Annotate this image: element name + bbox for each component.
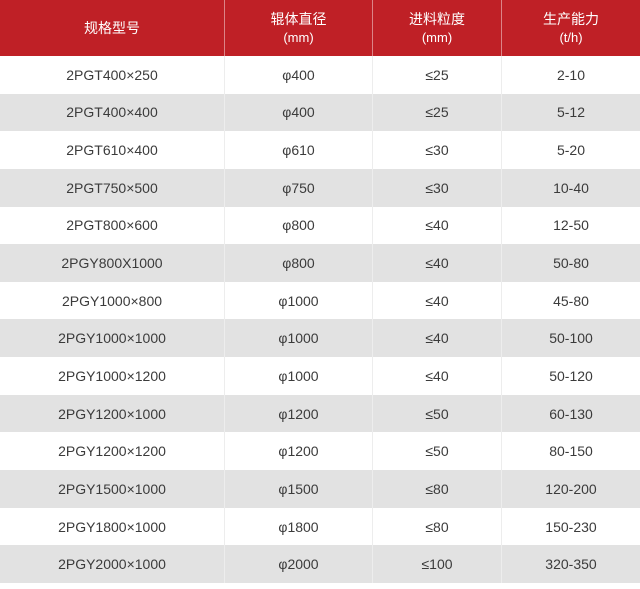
cell-roller-diameter: φ1200: [225, 432, 373, 471]
cell-capacity: 150-230: [545, 518, 597, 535]
cell-model: 2PGY1000×1000: [0, 319, 225, 358]
column-header-label: 生产能力: [543, 11, 599, 27]
cell-feed-size: ≤30: [373, 131, 502, 169]
table-row: 2PGY800X1000 φ800 ≤40 50-80: [0, 244, 640, 282]
cell-model: 2PGY1200×1200: [0, 432, 225, 471]
table-row: 2PGT400×250 φ400 ≤25 2-10: [0, 56, 640, 94]
cell-model: 2PGT800×600: [0, 206, 225, 245]
cell-feed-size: ≤100: [373, 545, 502, 583]
cell-capacity: 320-350: [545, 556, 597, 573]
cell-capacity: 50-80: [553, 255, 589, 272]
table-body: 2PGT400×250 φ400 ≤25 2-10 2PGT400×400 φ4…: [0, 56, 640, 583]
table-row: 2PGY1000×1000 φ1000 ≤40 50-100: [0, 319, 640, 358]
cell-capacity: 12-50: [553, 217, 589, 234]
cell-model: 2PGT750×500: [0, 168, 225, 207]
cell-model: 2PGY1500×1000: [0, 470, 225, 508]
cell-feed-size: ≤40: [373, 357, 502, 395]
table-row: 2PGY1000×1200 φ1000 ≤40 50-120: [0, 357, 640, 395]
cell-roller-diameter: φ610: [225, 131, 373, 169]
cell-roller-diameter: φ1800: [225, 507, 373, 546]
cell-model: 2PGY1200×1000: [0, 394, 225, 433]
cell-model: 2PGT400×250: [0, 56, 225, 94]
cell-model: 2PGT610×400: [0, 131, 225, 169]
cell-roller-diameter: φ1000: [225, 319, 373, 358]
cell-capacity: 45-80: [553, 292, 589, 309]
cell-capacity: 50-120: [549, 367, 593, 384]
cell-model: 2PGY1000×800: [0, 281, 225, 320]
cell-model: 2PGY1800×1000: [0, 507, 225, 546]
cell-capacity: 5-12: [556, 104, 586, 121]
table-row: 2PGT750×500 φ750 ≤30 10-40: [0, 168, 640, 207]
column-header-roller-diameter: 辊体直径 (mm): [225, 0, 373, 56]
cell-roller-diameter: φ2000: [225, 545, 373, 583]
cell-roller-diameter: φ1500: [225, 470, 373, 508]
column-header-feed-size: 进料粒度 (mm): [373, 0, 502, 56]
cell-capacity: 80-150: [549, 443, 593, 460]
table-row: 2PGY1800×1000 φ1800 ≤80 150-230: [0, 507, 640, 546]
table-row: 2PGY1200×1000 φ1200 ≤50 60-130: [0, 394, 640, 433]
cell-model: 2PGT400×400: [0, 93, 225, 132]
cell-capacity: 2-10: [556, 66, 586, 83]
table-row: 2PGT610×400 φ610 ≤30 5-20: [0, 131, 640, 169]
column-header-unit: (t/h): [559, 30, 583, 45]
cell-feed-size: ≤80: [373, 470, 502, 508]
column-header-capacity: 生产能力 (t/h): [502, 0, 640, 56]
column-header-model: 规格型号: [0, 0, 225, 56]
cell-roller-diameter: φ800: [225, 206, 373, 245]
cell-roller-diameter: φ1000: [225, 281, 373, 320]
cell-feed-size: ≤25: [373, 93, 502, 132]
cell-roller-diameter: φ750: [225, 168, 373, 207]
table-row: 2PGT800×600 φ800 ≤40 12-50: [0, 206, 640, 245]
table-row: 2PGY1200×1200 φ1200 ≤50 80-150: [0, 432, 640, 471]
cell-roller-diameter: φ400: [225, 93, 373, 132]
cell-capacity: 120-200: [545, 480, 597, 497]
cell-model: 2PGY800X1000: [0, 244, 225, 282]
cell-roller-diameter: φ400: [225, 56, 373, 94]
table-row: 2PGY1000×800 φ1000 ≤40 45-80: [0, 281, 640, 320]
cell-model: 2PGY1000×1200: [0, 357, 225, 395]
cell-feed-size: ≤40: [373, 206, 502, 245]
table-header-row: 规格型号 辊体直径 (mm) 进料粒度 (mm) 生产能力 (t/h): [0, 0, 640, 56]
cell-roller-diameter: φ800: [225, 244, 373, 282]
table-row: 2PGY1500×1000 φ1500 ≤80 120-200: [0, 470, 640, 508]
table-row: 2PGY2000×1000 φ2000 ≤100 320-350: [0, 545, 640, 583]
cell-capacity: 10-40: [553, 179, 589, 196]
cell-feed-size: ≤50: [373, 394, 502, 433]
cell-capacity: 50-100: [549, 330, 593, 347]
cell-feed-size: ≤40: [373, 244, 502, 282]
cell-feed-size: ≤25: [373, 56, 502, 94]
column-header-label: 规格型号: [84, 20, 140, 36]
cell-feed-size: ≤30: [373, 168, 502, 207]
column-header-unit: (mm): [283, 30, 314, 45]
cell-feed-size: ≤40: [373, 319, 502, 358]
cell-roller-diameter: φ1200: [225, 394, 373, 433]
cell-feed-size: ≤40: [373, 281, 502, 320]
cell-capacity: 5-20: [556, 142, 586, 159]
cell-capacity: 60-130: [549, 405, 593, 422]
column-header-label: 进料粒度: [409, 11, 465, 27]
table-row: 2PGT400×400 φ400 ≤25 5-12: [0, 93, 640, 132]
column-header-label: 辊体直径: [270, 11, 327, 27]
cell-model: 2PGY2000×1000: [0, 545, 225, 583]
cell-roller-diameter: φ1000: [225, 357, 373, 395]
cell-feed-size: ≤50: [373, 432, 502, 471]
cell-feed-size: ≤80: [373, 507, 502, 546]
column-header-unit: (mm): [421, 30, 453, 45]
